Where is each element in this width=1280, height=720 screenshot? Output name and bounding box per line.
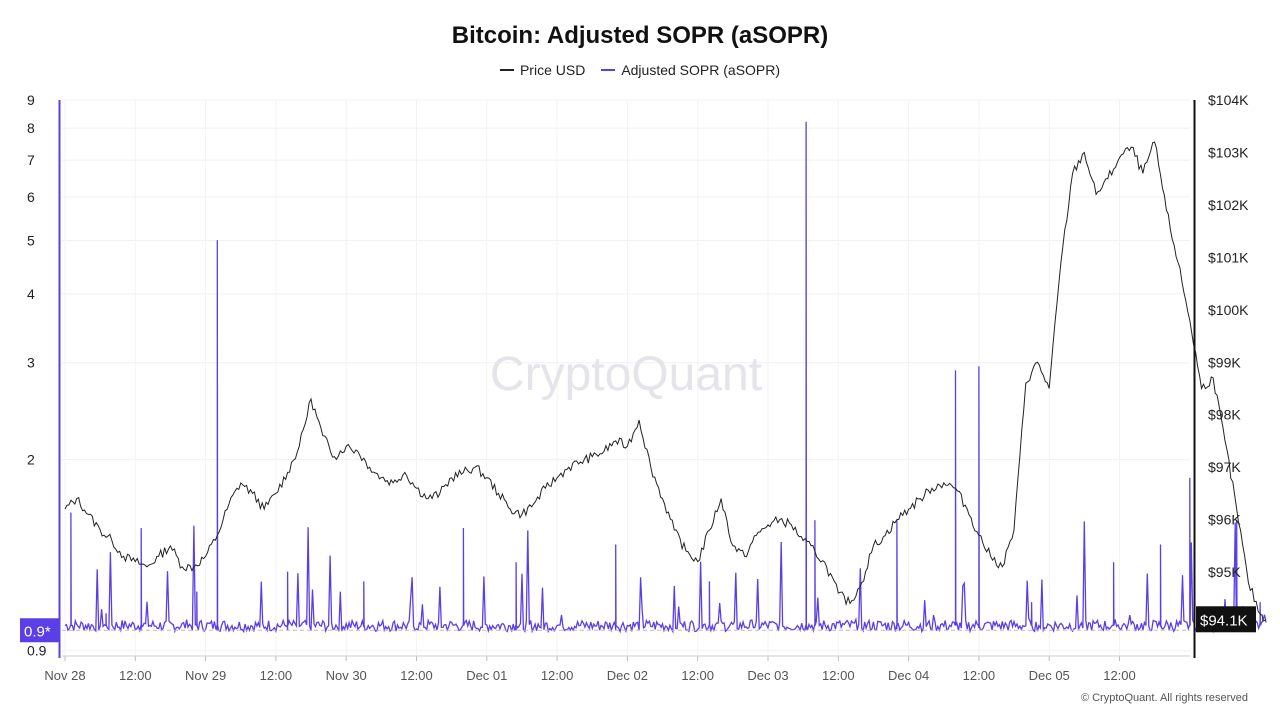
x-tick-label: 12:00 — [681, 668, 714, 683]
left-tick-label: 3 — [27, 355, 35, 371]
right-tick-label: $97K — [1208, 459, 1241, 475]
x-tick-label: Nov 28 — [44, 668, 85, 683]
legend-item-price[interactable]: Price USD — [499, 62, 586, 78]
axis-value-labels: 0.9* $94.1K — [20, 606, 1256, 643]
asopr-spike-point — [814, 520, 816, 522]
x-tick-label: 12:00 — [822, 668, 855, 683]
asopr-spike-point — [1159, 544, 1162, 546]
left-tick-label: 0.9 — [27, 643, 47, 659]
asopr-series — [62, 121, 1267, 634]
price-current-badge — [1196, 606, 1256, 633]
copyright-text: © CryptoQuant. All rights reserved — [1080, 692, 1248, 704]
right-tick-label: $104K — [1208, 92, 1249, 108]
x-tick-label: Nov 30 — [326, 668, 367, 683]
watermark: CryptoQuant — [490, 348, 762, 401]
legend-label-price: Price USD — [519, 62, 586, 78]
right-tick-label: $95K — [1208, 564, 1241, 580]
right-tick-label: $98K — [1208, 407, 1241, 423]
asopr-spike-point — [105, 613, 107, 615]
asopr-current-label: 0.9* — [24, 623, 51, 640]
x-tick-label: 12:00 — [119, 668, 152, 683]
left-tick-label: 5 — [27, 233, 35, 249]
asopr-spike-point — [140, 527, 142, 530]
x-tick-label: Dec 04 — [888, 668, 929, 683]
right-axis: $95K $96K $97K $98K $99K $100K $101K $102K $103K… — [1193, 92, 1249, 658]
grid-lines — [62, 99, 1190, 656]
x-tick-label: 12:00 — [260, 668, 293, 683]
x-tick-label: 12:00 — [541, 668, 574, 683]
x-axis: Nov 28 12:00 Nov 29 12:00 Nov 30 12:00 Dec 01 1… — [44, 655, 1190, 683]
left-tick-label: 9 — [27, 92, 35, 108]
chart-legend: Price USD Adjusted SOPR (aSOPR) — [0, 62, 1280, 78]
asopr-spike-point — [1236, 520, 1238, 522]
asopr-spike-point — [954, 370, 957, 372]
asopr-spike-point — [462, 527, 464, 530]
right-tick-label: $101K — [1208, 249, 1249, 265]
legend-swatch-asopr — [601, 69, 616, 71]
x-tick-label: Dec 01 — [466, 668, 507, 683]
x-tick-label: Dec 02 — [607, 668, 648, 683]
price-series — [64, 141, 1267, 622]
left-tick-label: 4 — [27, 286, 35, 302]
left-tick-label: 8 — [27, 120, 35, 136]
asopr-spike-point — [1189, 477, 1191, 479]
right-tick-label: $100K — [1208, 302, 1249, 318]
asopr-spike-point — [978, 366, 980, 368]
asopr-current-badge — [20, 618, 60, 643]
x-tick-label: Dec 03 — [747, 668, 788, 683]
asopr-spike-point — [196, 591, 198, 593]
x-tick-label: 12:00 — [1103, 668, 1136, 683]
right-tick-label: $99K — [1208, 354, 1241, 370]
left-axis: 0.9 2 3 4 5 6 7 8 9 — [27, 92, 61, 659]
legend-label-asopr: Adjusted SOPR (aSOPR) — [621, 62, 781, 78]
asopr-spike-point — [515, 562, 517, 564]
price-current-label: $94.1K — [1200, 612, 1248, 629]
chart-title: Bitcoin: Adjusted SOPR (aSOPR) — [451, 22, 829, 49]
asopr-spike-point — [216, 239, 218, 242]
legend-swatch-price — [499, 69, 514, 71]
asopr-spike-point — [70, 512, 72, 514]
left-tick-label: 7 — [27, 152, 35, 168]
x-tick-label: Dec 05 — [1029, 668, 1070, 683]
left-tick-label: 2 — [27, 452, 35, 468]
asopr-spike-point — [805, 121, 807, 123]
asopr-spike-point — [287, 571, 289, 573]
asopr-spike-point — [363, 581, 365, 583]
asopr-spike-point — [1031, 602, 1033, 604]
price-line — [64, 141, 1267, 622]
asopr-spike-point — [708, 581, 711, 583]
x-tick-label: Nov 29 — [185, 668, 226, 683]
x-tick-label: 12:00 — [963, 668, 996, 683]
legend-item-asopr[interactable]: Adjusted SOPR (aSOPR) — [601, 62, 780, 78]
asopr-spike-point — [1259, 602, 1261, 604]
right-tick-label: $96K — [1208, 512, 1241, 528]
asopr-spike-point — [615, 544, 617, 546]
right-tick-label: $102K — [1208, 197, 1249, 213]
right-tick-label: $103K — [1208, 144, 1249, 160]
left-tick-label: 6 — [27, 189, 35, 205]
asopr-spike-point — [1113, 562, 1115, 564]
x-tick-label: 12:00 — [400, 668, 433, 683]
